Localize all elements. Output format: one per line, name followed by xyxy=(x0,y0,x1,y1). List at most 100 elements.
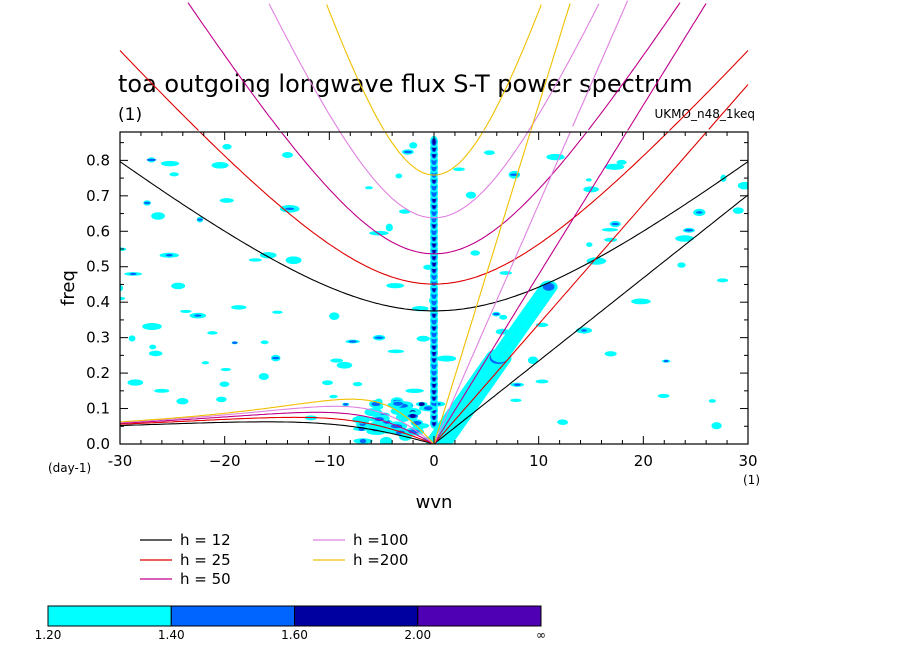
power-contour xyxy=(220,367,232,372)
power-contour xyxy=(127,379,144,386)
power-contour xyxy=(499,314,508,320)
power-contour xyxy=(364,408,383,417)
power-contour xyxy=(393,401,404,406)
power-contour xyxy=(143,201,151,205)
power-contour xyxy=(216,396,227,403)
power-contour xyxy=(432,138,436,145)
power-contour xyxy=(513,383,521,386)
legend-label: h = 50 xyxy=(180,570,231,588)
dispersion-curve-kelvin xyxy=(433,132,531,444)
dispersion-curve-kelvin-above xyxy=(708,84,749,130)
power-contour xyxy=(453,167,466,172)
power-contour xyxy=(616,159,627,165)
power-contour xyxy=(180,309,192,314)
power-contour xyxy=(201,361,210,365)
colorbar-level-label: 2.00 xyxy=(404,628,431,642)
power-contour xyxy=(416,335,430,342)
power-contour xyxy=(737,181,748,190)
dispersion-curve-ig-above xyxy=(268,3,600,132)
plot-area: -30 −20 −10 0 10 20 30 0.00.10.20.30.40.50.60.… xyxy=(86,0,758,470)
y-tick-label: 0.7 xyxy=(86,187,110,205)
colorbar-segment xyxy=(294,605,419,627)
power-contour xyxy=(232,341,238,344)
y-axis-ticks: 0.0 0.1 0.2 0.3 0.4 0.5 0.6 0.7 0.8 xyxy=(86,142,748,453)
dispersion-curves xyxy=(120,132,748,444)
x-tick-label: 10 xyxy=(529,452,548,470)
dispersion-curve-rossby xyxy=(120,411,435,444)
power-contour xyxy=(395,173,403,179)
power-contour xyxy=(418,402,425,407)
power-contour xyxy=(423,406,433,411)
dispersion-curve-kelvin xyxy=(433,132,571,444)
dispersion-curve-rossby xyxy=(120,416,435,444)
power-contour xyxy=(657,393,670,398)
dispersion-curve-kelvin xyxy=(433,132,628,444)
legend-label: h =100 xyxy=(353,531,408,549)
x-tick-label: -30 xyxy=(108,452,133,470)
power-contour xyxy=(542,282,555,291)
power-contour xyxy=(708,399,716,403)
power-contour xyxy=(248,258,262,262)
power-contour xyxy=(219,198,234,203)
y-tick-label: 0.0 xyxy=(86,435,110,453)
power-contour xyxy=(663,359,669,363)
power-contour xyxy=(285,256,302,265)
power-contour xyxy=(281,152,294,158)
dispersion-curve-ig xyxy=(339,132,529,219)
power-contour xyxy=(483,150,495,155)
colorbar-level-label: 1.20 xyxy=(35,628,62,642)
power-contour xyxy=(219,381,230,387)
power-contour xyxy=(385,223,393,232)
power-contour xyxy=(160,160,180,167)
power-contour xyxy=(207,331,218,335)
power-contour xyxy=(231,305,247,310)
power-contour xyxy=(149,344,157,350)
chart-subtitle-right: UKMO_n48_1keq xyxy=(655,107,755,121)
x-axis-ticks: -30 −20 −10 0 10 20 30 xyxy=(108,132,758,470)
power-contour xyxy=(146,158,157,162)
dispersion-curve-kelvin xyxy=(433,194,748,444)
power-contour xyxy=(120,296,126,301)
colorbar-segment xyxy=(170,605,295,627)
power-contour xyxy=(148,350,163,357)
power-contour xyxy=(493,312,500,316)
power-contour xyxy=(465,191,477,199)
chart-title: toa outgoing longwave flux S-T power spe… xyxy=(118,70,693,98)
power-contour xyxy=(711,422,722,430)
x-tick-label: −20 xyxy=(209,452,241,470)
dispersion-curve-ig xyxy=(120,161,748,312)
power-shading xyxy=(120,135,748,444)
colorbar-level-label: 1.60 xyxy=(281,628,308,642)
power-contour xyxy=(128,335,136,342)
power-contour xyxy=(271,356,280,360)
y-unit-label: (day-1) xyxy=(48,461,91,475)
power-contour xyxy=(604,351,617,357)
y-tick-label: 0.1 xyxy=(86,400,110,418)
power-contour xyxy=(409,413,416,418)
legend-label: h = 25 xyxy=(180,551,231,569)
x-tick-label: 0 xyxy=(429,452,439,470)
colorbar-level-label: 1.40 xyxy=(158,628,185,642)
power-contour xyxy=(495,328,510,335)
dispersion-curve-ig xyxy=(199,132,669,285)
dispersion-curve-kelvin-above xyxy=(627,3,707,131)
power-contour xyxy=(581,329,587,332)
x-tick-label: 20 xyxy=(634,452,653,470)
legend-label: h = 12 xyxy=(180,531,231,549)
power-contour xyxy=(348,340,357,343)
power-contour xyxy=(336,361,353,369)
power-contour xyxy=(165,254,173,257)
power-contour xyxy=(403,150,412,154)
colorbar-segment xyxy=(47,605,172,627)
power-contour xyxy=(285,207,295,211)
power-contour xyxy=(364,186,373,190)
x-tick-label: 30 xyxy=(738,452,757,470)
y-tick-label: 0.8 xyxy=(86,151,110,169)
power-contour xyxy=(585,178,592,182)
x-tick-label: −10 xyxy=(314,452,346,470)
power-contour xyxy=(194,314,202,317)
colorbar-segment xyxy=(417,605,542,627)
dispersion-curve-ig-above xyxy=(187,2,681,131)
dispersion-curve-ig-above xyxy=(326,4,542,131)
power-contour xyxy=(695,211,703,214)
